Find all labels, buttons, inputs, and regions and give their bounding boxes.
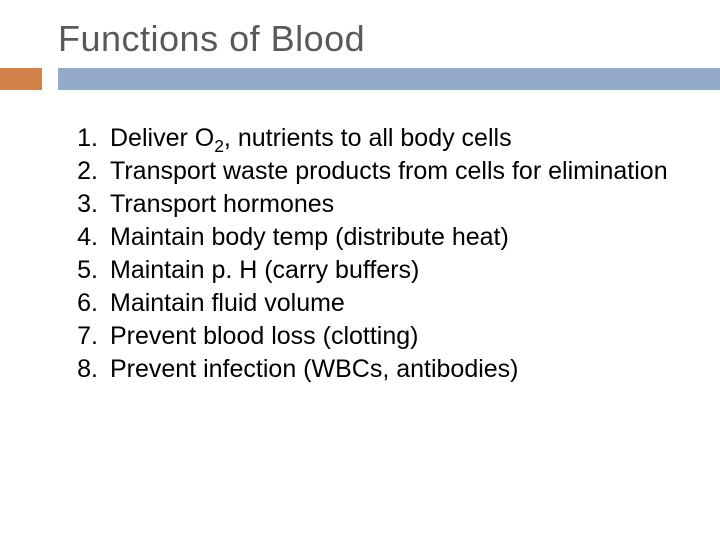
title-area: Functions of Blood xyxy=(0,0,720,68)
functions-list: 1. Deliver O2, nutrients to all body cell… xyxy=(58,122,680,386)
list-item: 3. Transport hormones xyxy=(58,188,680,221)
list-text: Prevent blood loss (clotting) xyxy=(110,322,418,350)
list-item: 4. Maintain body temp (distribute heat) xyxy=(58,221,680,254)
list-item: 8. Prevent infection (WBCs, antibodies) xyxy=(58,353,680,386)
list-number: 4. xyxy=(58,221,98,254)
list-item: 5. Maintain p. H (carry buffers) xyxy=(58,254,680,287)
list-number: 5. xyxy=(58,254,98,287)
list-item: 1. Deliver O2, nutrients to all body cell… xyxy=(58,122,680,155)
list-text: Transport waste products from cells for … xyxy=(110,157,668,185)
list-text: Maintain fluid volume xyxy=(110,289,345,317)
accent-block xyxy=(0,68,42,90)
list-item: 7. Prevent blood loss (clotting) xyxy=(58,320,680,353)
list-number: 7. xyxy=(58,320,98,353)
list-number: 3. xyxy=(58,188,98,221)
main-bar xyxy=(58,68,720,90)
gap-block xyxy=(42,68,58,90)
content-area: 1. Deliver O2, nutrients to all body cell… xyxy=(0,90,720,386)
list-number: 2. xyxy=(58,155,98,188)
list-text: Prevent infection (WBCs, antibodies) xyxy=(110,355,519,383)
list-text: Maintain body temp (distribute heat) xyxy=(110,223,509,251)
list-text: Deliver O2, nutrients to all body cells xyxy=(110,124,512,152)
list-text: Transport hormones xyxy=(110,190,334,218)
list-item: 2. Transport waste products from cells fo… xyxy=(58,155,680,188)
separator-bar xyxy=(0,68,720,90)
slide-title: Functions of Blood xyxy=(58,18,720,60)
list-number: 8. xyxy=(58,353,98,386)
list-item: 6. Maintain fluid volume xyxy=(58,287,680,320)
list-number: 6. xyxy=(58,287,98,320)
list-text: Maintain p. H (carry buffers) xyxy=(110,256,419,284)
list-number: 1. xyxy=(58,122,98,155)
